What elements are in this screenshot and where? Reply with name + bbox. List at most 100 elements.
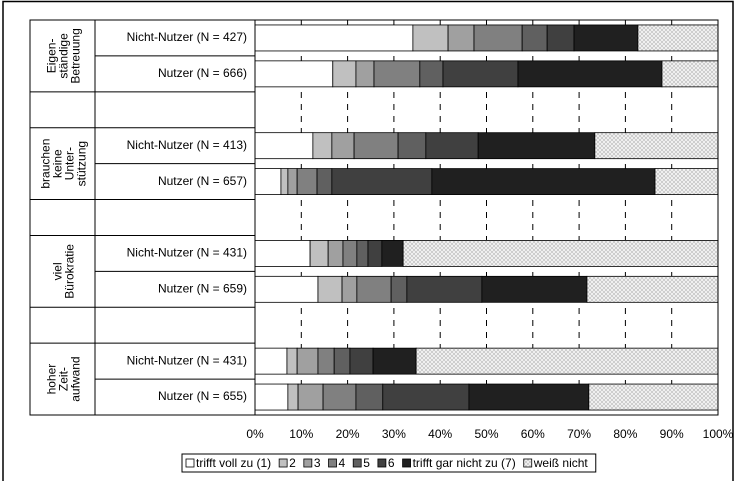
bar-segment [327,240,344,267]
bar-segment [481,275,588,303]
bar-segment [317,275,343,303]
x-tick-label: 40% [428,427,452,441]
bar-segment [573,24,639,52]
bar-segment [331,132,355,160]
bar-segment [382,383,470,411]
bar-segment [415,347,719,375]
bar-segment [353,132,399,160]
legend-label: 4 [339,456,346,470]
legend-swatch [523,458,533,468]
bar-segment [355,60,375,88]
x-tick-label: 100% [703,427,734,441]
group-label: ständige [57,33,71,79]
bar-segment [341,275,358,303]
bar-segment [333,347,351,375]
legend-swatch [328,458,337,468]
x-tick-label: 80% [613,427,637,441]
legend-label: 5 [363,456,370,470]
bar-segment [661,60,719,88]
x-tick-label: 30% [382,427,406,441]
bar-segment [594,132,719,160]
bar-segment [254,60,334,88]
bar-segment [331,168,433,195]
x-tick-label: 70% [567,427,591,441]
bar-segment [442,60,519,88]
legend-label: trifft voll zu (1) [196,456,271,470]
legend-label: 6 [388,456,395,470]
group-label: brauchen [39,139,53,189]
bar-segment [312,132,333,160]
bar-segment [316,168,333,195]
group-label: Unter- [63,147,77,180]
bar-segment [425,132,479,160]
row-label: Nicht-Nutzer (N = 431) [127,353,247,367]
legend-swatch [402,458,411,468]
bar-segment [296,347,319,375]
group-label: hoher [45,364,59,395]
group-label: viel [51,262,65,280]
bar-segment [254,168,282,195]
bar-segment [373,60,421,88]
bar-segment [356,240,369,267]
bar-segment [254,383,289,411]
bar-segment [402,240,719,267]
bar-segment [254,240,311,267]
bar-segment [287,383,299,411]
x-tick-label: 90% [660,427,684,441]
bar-segment [637,24,719,52]
bar-segment [546,24,575,52]
group-label: stützung [75,141,89,186]
legend-label: 3 [314,456,321,470]
bar-segment [297,383,324,411]
group-label: Eigen- [45,39,59,74]
bar-segment [254,347,288,375]
x-tick-label: 20% [336,427,360,441]
bar-segment [254,132,314,160]
group-label: aufwand [69,356,83,401]
bar-segment [477,132,596,160]
bar-segment [397,132,427,160]
legend-label: trifft gar nicht zu (7) [413,456,516,470]
x-tick-label: 10% [289,427,313,441]
group-label: keine [51,149,65,178]
bar-segment [356,275,392,303]
bar-segment [296,168,318,195]
legend-box [181,453,597,473]
legend-swatch [303,458,313,468]
bar-segment [342,240,358,267]
legend-swatch [377,458,387,468]
group-label: Betreuung [69,28,83,83]
bar-segment [406,275,483,303]
bar-segment [654,168,719,195]
bar-segment [521,24,548,52]
bar-segment [381,240,404,267]
legend-swatch [352,458,362,468]
bar-segment [586,275,719,303]
bar-segment [355,383,384,411]
bar-segment [317,347,335,375]
legend-label: 2 [289,456,296,470]
bar-segment [412,24,449,52]
bar-segment [254,275,319,303]
plot-frame [29,19,719,416]
row-label: Nutzer (N = 657) [158,174,247,188]
x-tick-label: 50% [474,427,498,441]
bar-segment [447,24,475,52]
row-label: Nutzer (N = 659) [158,281,247,295]
bar-segment [431,168,656,195]
bar-segment [367,240,383,267]
bar-segment [468,383,590,411]
bar-segment [332,60,357,88]
legend-swatch [185,458,195,468]
group-label: Zeit- [57,367,71,391]
bar-segment [588,383,719,411]
bar-segment [372,347,417,375]
bar-segment [287,168,298,195]
bar-segment [254,24,414,52]
x-tick-label: 60% [521,427,545,441]
row-label: Nutzer (N = 666) [158,66,247,80]
bar-segment [419,60,444,88]
bar-segment [517,60,663,88]
